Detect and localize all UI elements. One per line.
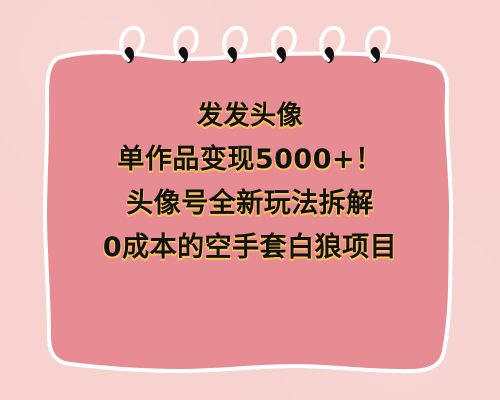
spiral-ring-icon [173, 25, 199, 63]
spiral-ring-icon [271, 25, 297, 63]
headline-line-3: 头像号全新玩法拆解 [126, 188, 374, 219]
spiral-ring-icon [119, 25, 145, 63]
headline-block: 发发头像 单作品变现5000+！ 头像号全新玩法拆解 0成本的空手套白狼项目 [70, 94, 430, 270]
spiral-ring-icon [319, 25, 345, 63]
headline-line-1: 发发头像 [196, 101, 303, 131]
spiral-rings [119, 25, 391, 63]
spiral-ring-icon [365, 25, 391, 63]
headline-line-2: 单作品变现5000+！ [117, 144, 383, 175]
notepad-card [43, 50, 454, 374]
spiral-ring-icon [222, 25, 248, 63]
headline-line-4: 0成本的空手套白狼项目 [102, 232, 398, 263]
